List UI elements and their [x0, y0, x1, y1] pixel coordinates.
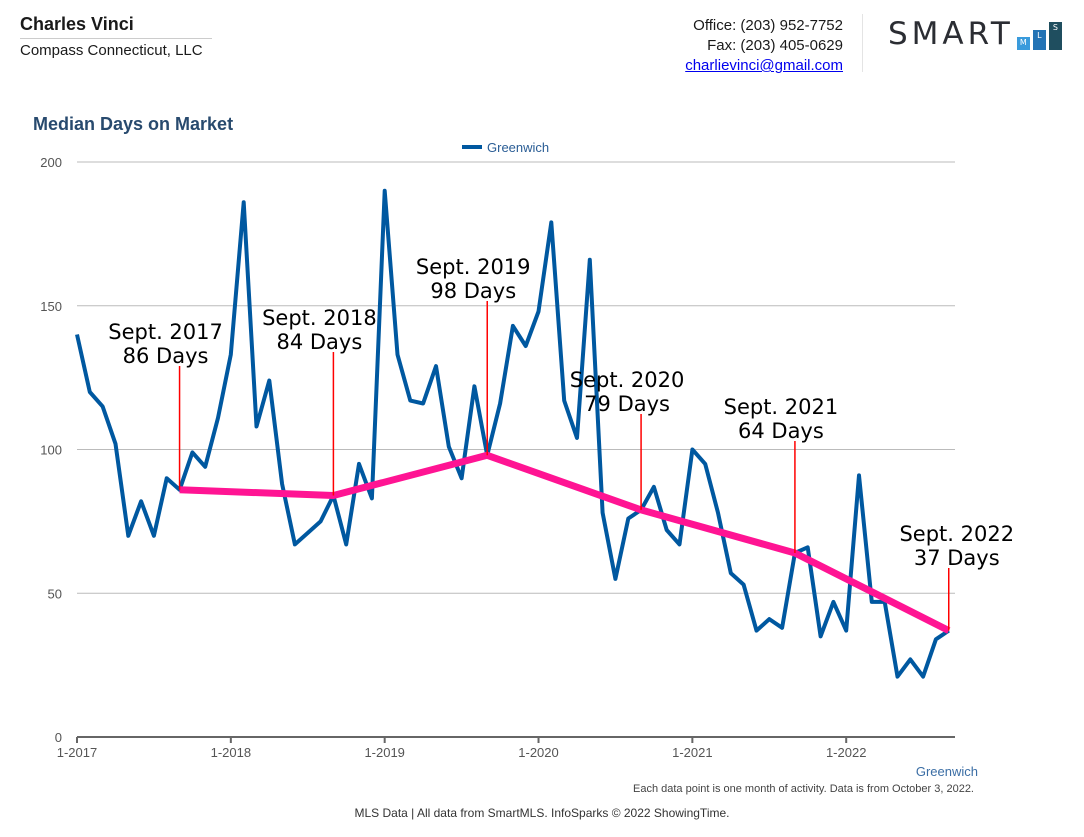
- x-axis-caption: Greenwich: [916, 764, 978, 779]
- x-tick-label: 1-2018: [211, 745, 251, 760]
- annotation-value: 64 Days: [738, 419, 824, 443]
- x-tick-label: 1-2019: [364, 745, 404, 760]
- annotation-value: 98 Days: [430, 279, 516, 303]
- annotation-value: 37 Days: [914, 546, 1000, 570]
- y-tick-label: 200: [40, 155, 62, 170]
- agent-name: Charles Vinci: [20, 14, 134, 34]
- chart-title: Median Days on Market: [33, 114, 234, 134]
- divider: [20, 38, 212, 39]
- logo-box: M: [1016, 37, 1030, 50]
- y-tick-label: 0: [55, 730, 62, 745]
- company-name: Compass Connecticut, LLC: [20, 42, 203, 59]
- trend-line: [179, 451, 951, 634]
- annotation-label: Sept. 2022: [899, 522, 1014, 546]
- y-tick-label: 150: [40, 299, 62, 314]
- x-tick-label: 1-2020: [518, 745, 558, 760]
- y-tick-label: 100: [40, 443, 62, 458]
- logo-box: L: [1032, 30, 1046, 50]
- y-tick-label: 50: [48, 586, 62, 601]
- email-link[interactable]: charlievinci@gmail.com: [685, 57, 843, 74]
- annotation-label: Sept. 2017: [108, 320, 223, 344]
- smartmls-logo: SMART M L S: [888, 18, 1062, 50]
- divider: [862, 14, 863, 72]
- annotation-value: 84 Days: [276, 330, 362, 354]
- office-phone: Office: (203) 952-7752: [693, 17, 843, 34]
- contact-info: Office: (203) 952-7752 Fax: (203) 405-06…: [685, 16, 843, 76]
- annotation-label: Sept. 2020: [570, 368, 685, 392]
- logo-box: S: [1048, 22, 1062, 50]
- annotation-label: Sept. 2019: [416, 255, 531, 279]
- fax-number: Fax: (203) 405-0629: [707, 37, 843, 54]
- annotation-label: Sept. 2021: [724, 395, 839, 419]
- data-note: Each data point is one month of activity…: [633, 783, 974, 795]
- x-tick-label: 1-2017: [57, 745, 97, 760]
- x-tick-label: 1-2021: [672, 745, 712, 760]
- legend-label: Greenwich: [487, 140, 549, 155]
- series-line-greenwich: [75, 188, 950, 679]
- annotation-value: 79 Days: [584, 392, 670, 416]
- annotation-label: Sept. 2018: [262, 306, 377, 330]
- x-tick-label: 1-2022: [826, 745, 866, 760]
- credit-line: MLS Data | All data from SmartMLS. InfoS…: [354, 806, 730, 820]
- logo-word: SMART: [888, 16, 1014, 52]
- annotation-value: 86 Days: [123, 344, 209, 368]
